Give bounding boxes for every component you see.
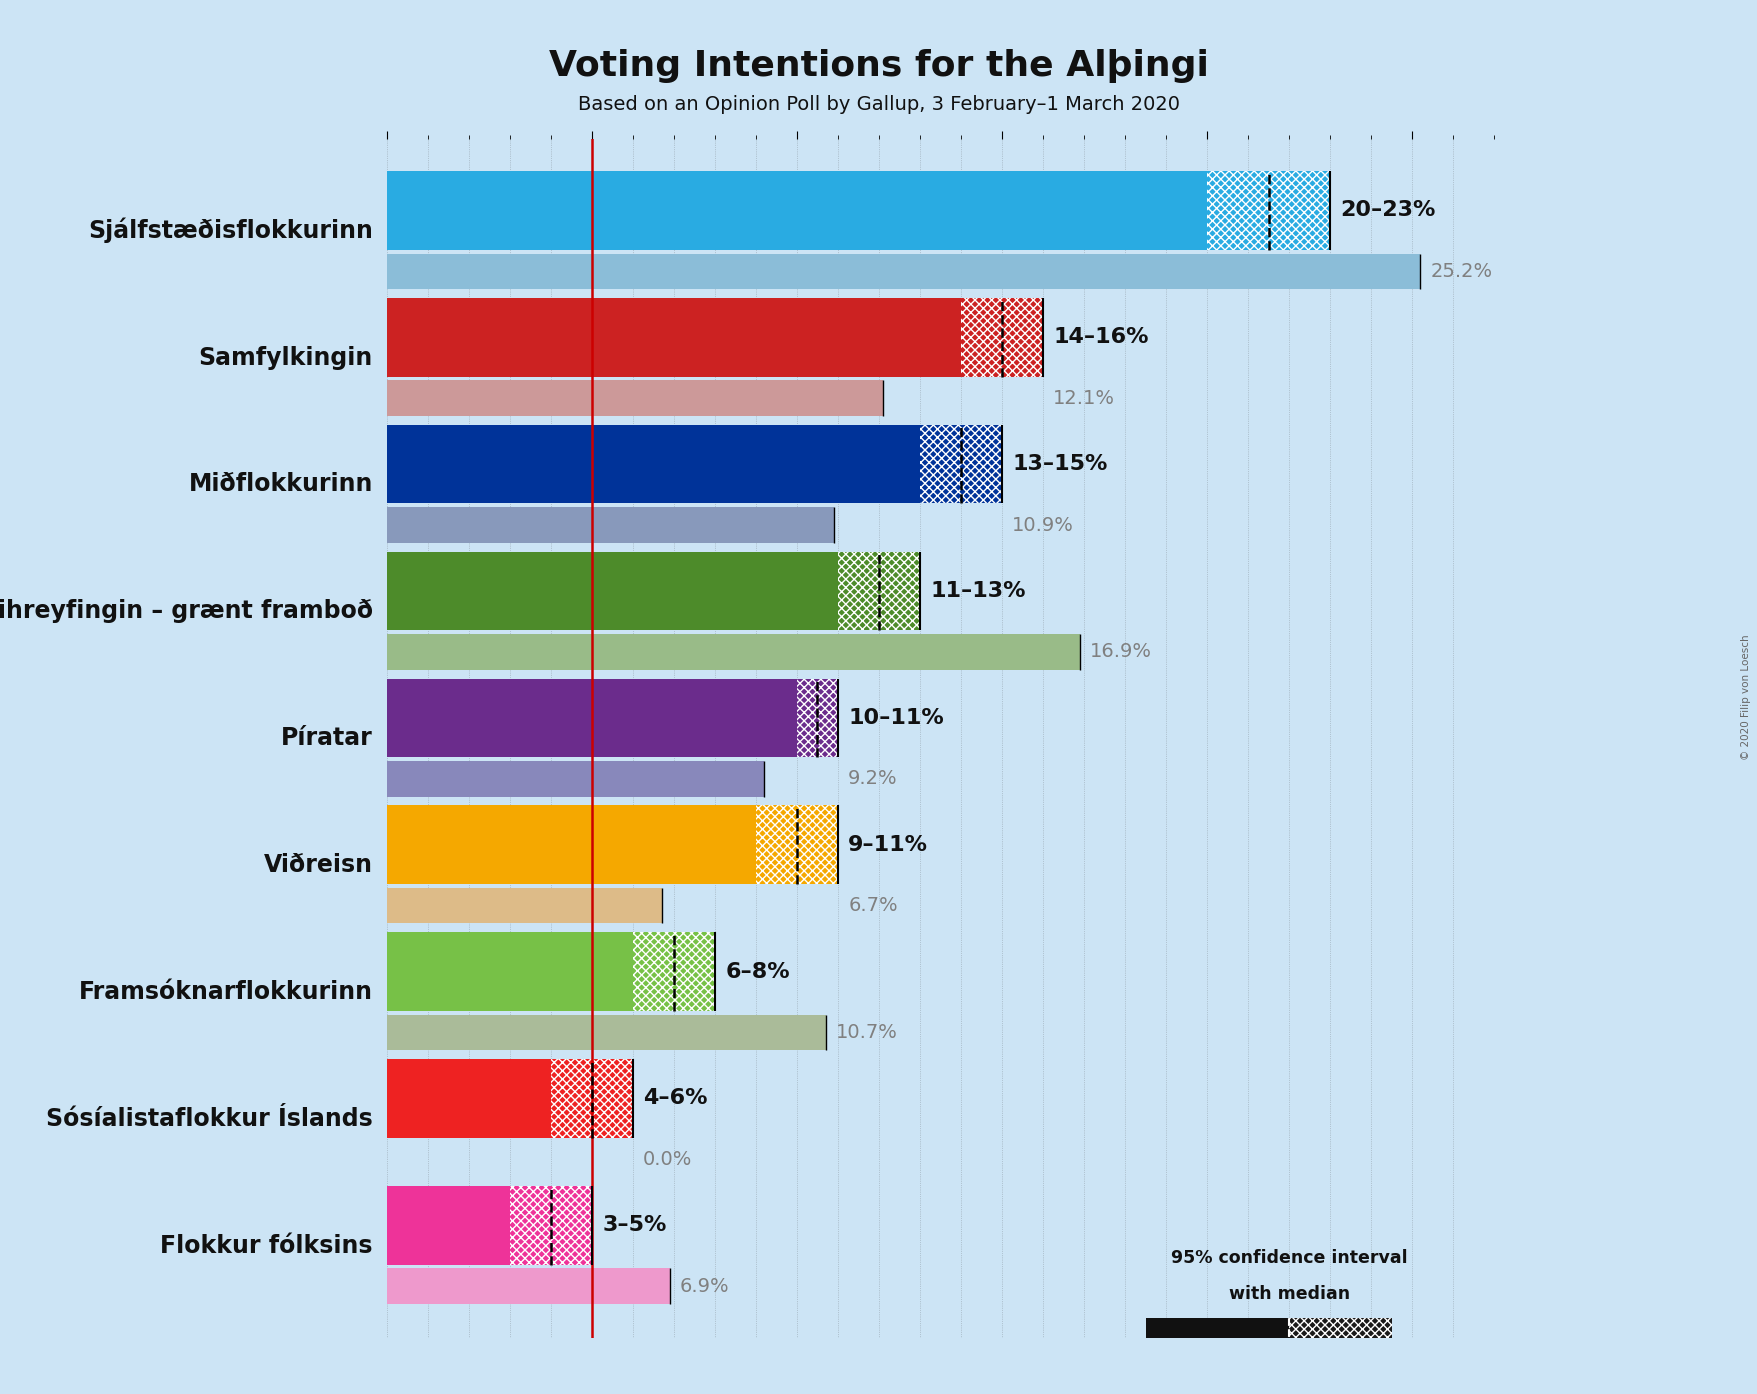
Text: © 2020 Filip von Loesch: © 2020 Filip von Loesch bbox=[1739, 634, 1750, 760]
Bar bbox=[387, 933, 633, 1011]
Bar bbox=[550, 1059, 633, 1138]
Bar bbox=[387, 381, 882, 415]
Text: 12.1%: 12.1% bbox=[1052, 389, 1114, 407]
Bar bbox=[387, 806, 756, 884]
Bar bbox=[796, 679, 838, 757]
Text: 9.2%: 9.2% bbox=[847, 769, 898, 788]
Bar bbox=[387, 171, 1207, 250]
Text: 95% confidence interval: 95% confidence interval bbox=[1170, 1249, 1407, 1267]
Bar bbox=[387, 507, 833, 542]
Bar bbox=[387, 634, 1079, 669]
Text: 4–6%: 4–6% bbox=[643, 1089, 708, 1108]
Text: 13–15%: 13–15% bbox=[1012, 454, 1107, 474]
Bar bbox=[387, 1059, 550, 1138]
Text: 6.7%: 6.7% bbox=[847, 896, 898, 914]
Text: 25.2%: 25.2% bbox=[1430, 262, 1492, 280]
Bar bbox=[387, 1269, 669, 1303]
Text: 10–11%: 10–11% bbox=[847, 708, 944, 728]
Bar bbox=[1288, 1317, 1392, 1359]
Text: 14–16%: 14–16% bbox=[1052, 328, 1147, 347]
Bar bbox=[1146, 1376, 1392, 1394]
Bar bbox=[387, 425, 919, 503]
Bar bbox=[1146, 1317, 1288, 1359]
Text: 3–5%: 3–5% bbox=[601, 1216, 666, 1235]
Bar bbox=[387, 254, 1420, 289]
Text: 11–13%: 11–13% bbox=[929, 581, 1024, 601]
Text: 9–11%: 9–11% bbox=[847, 835, 928, 855]
Bar bbox=[961, 298, 1042, 376]
Bar bbox=[387, 679, 796, 757]
Text: with median: with median bbox=[1228, 1285, 1349, 1303]
Bar bbox=[838, 552, 919, 630]
Text: 0.0%: 0.0% bbox=[643, 1150, 692, 1168]
Bar bbox=[387, 1015, 826, 1050]
Text: 16.9%: 16.9% bbox=[1089, 643, 1151, 661]
Text: Voting Intentions for the Alþingi: Voting Intentions for the Alþingi bbox=[548, 49, 1209, 82]
Text: 6.9%: 6.9% bbox=[680, 1277, 729, 1296]
Text: 10.9%: 10.9% bbox=[1012, 516, 1074, 534]
Bar bbox=[510, 1186, 592, 1264]
Bar bbox=[387, 552, 838, 630]
Bar bbox=[633, 933, 715, 1011]
Text: 10.7%: 10.7% bbox=[836, 1023, 898, 1041]
Bar bbox=[387, 888, 661, 923]
Bar bbox=[387, 298, 961, 376]
Bar bbox=[756, 806, 838, 884]
Text: Based on an Opinion Poll by Gallup, 3 February–1 March 2020: Based on an Opinion Poll by Gallup, 3 Fe… bbox=[578, 95, 1179, 114]
Bar bbox=[919, 425, 1001, 503]
Bar bbox=[1207, 171, 1330, 250]
Bar bbox=[387, 1186, 510, 1264]
Text: 6–8%: 6–8% bbox=[724, 962, 789, 981]
Text: 20–23%: 20–23% bbox=[1339, 201, 1435, 220]
Bar bbox=[387, 761, 764, 796]
